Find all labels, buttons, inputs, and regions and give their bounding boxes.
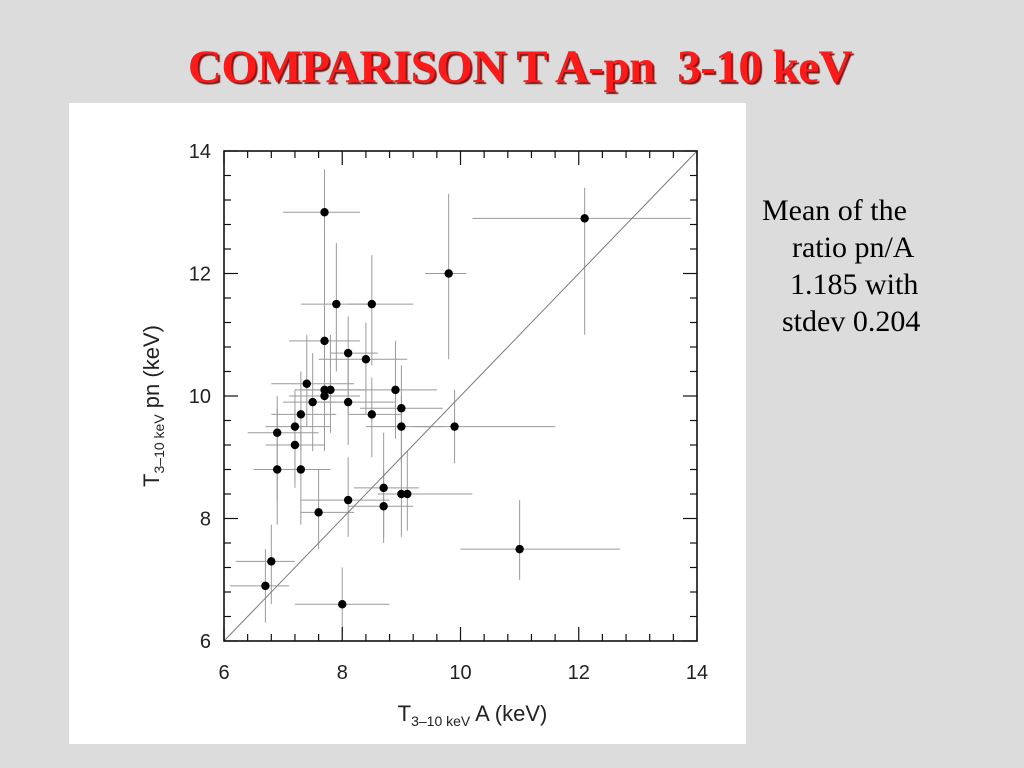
note-line: stdev 0.204 — [782, 305, 921, 338]
data-point — [397, 422, 406, 431]
y-axis-label-rest: pn (keV) — [139, 325, 164, 414]
note-line: 1.185 with — [790, 268, 919, 301]
data-point — [290, 440, 300, 450]
data-point — [450, 422, 459, 431]
x-axis-label-rest: A (keV) — [470, 701, 547, 726]
y-axis-label-subscript: 3–10 keV — [151, 414, 167, 474]
reference-line — [223, 150, 698, 642]
data-point — [343, 495, 353, 505]
x-tick-label: 8 — [337, 662, 348, 684]
data-point — [314, 508, 323, 517]
data-point — [296, 410, 306, 419]
data-point — [580, 214, 589, 223]
error-bars — [229, 169, 692, 641]
y-tick-label: 14 — [189, 141, 211, 163]
data-point — [308, 397, 317, 407]
data-point — [367, 299, 377, 309]
x-axis-label-base: T — [398, 701, 411, 726]
data-point — [397, 404, 406, 413]
data-points — [261, 208, 589, 609]
data-point — [515, 544, 524, 554]
note-line: Mean of the — [762, 194, 907, 227]
data-point — [296, 465, 306, 474]
y-tick-label: 10 — [189, 386, 211, 408]
x-tick-label: 12 — [568, 662, 590, 684]
x-tick-label: 6 — [218, 662, 229, 684]
chart-panel: 6 8 10 12 14 6 8 10 12 14 T3–10 keV A (keV) T3–1… — [69, 103, 746, 744]
y-axis-label-base: T — [139, 473, 164, 486]
data-point — [338, 600, 347, 609]
data-point — [302, 379, 311, 388]
y-ticks: 6 8 10 12 14 — [189, 141, 697, 653]
data-point — [326, 385, 335, 395]
data-point — [444, 269, 453, 278]
data-point — [261, 581, 270, 591]
data-point — [379, 502, 388, 511]
data-point — [320, 336, 329, 346]
data-point — [332, 299, 341, 309]
x-tick-label: 14 — [686, 662, 708, 684]
y-tick-label: 12 — [189, 264, 211, 286]
data-point — [273, 465, 282, 474]
y-tick-label: 6 — [200, 631, 211, 653]
x-axis-label: T3–10 keV A (keV) — [398, 701, 548, 729]
data-point — [379, 483, 388, 493]
x-axis-label-subscript: 3–10 keV — [411, 713, 471, 729]
y-tick-label: 8 — [200, 509, 211, 531]
data-point — [343, 348, 353, 358]
data-point — [403, 489, 412, 499]
data-point — [290, 422, 300, 431]
data-point — [320, 208, 329, 217]
y-axis-label: T3–10 keV pn (keV) — [139, 325, 167, 487]
data-point — [391, 385, 400, 395]
slide-title: COMPARISON T A-pn 3-10 keV — [187, 41, 853, 93]
x-tick-label: 10 — [449, 662, 471, 684]
data-point — [320, 391, 329, 401]
data-point — [367, 410, 377, 419]
reference-line-group — [223, 150, 698, 642]
data-point — [397, 489, 406, 499]
data-point — [273, 428, 282, 437]
note-line: ratio pn/A — [792, 231, 915, 264]
data-point — [267, 557, 276, 566]
summary-note: Mean of the ratio pn/A 1.185 with stdev … — [762, 192, 992, 340]
data-point — [361, 355, 371, 364]
data-point — [320, 385, 329, 395]
x-ticks: 6 8 10 12 14 — [218, 151, 708, 684]
data-point — [343, 397, 353, 407]
